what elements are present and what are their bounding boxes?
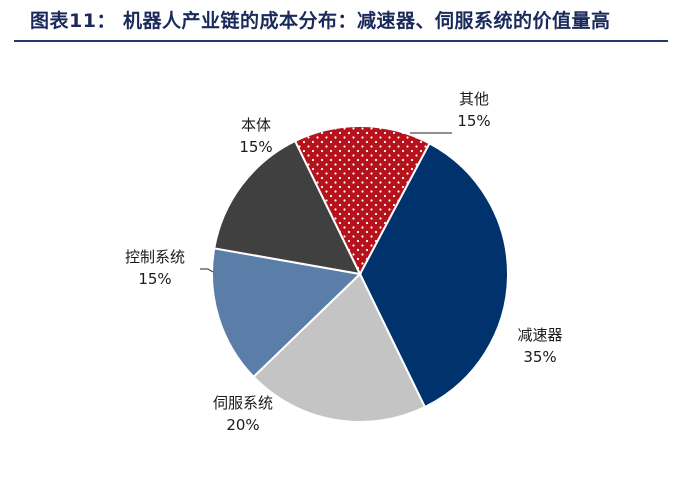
- pie-slice-1: [358, 141, 509, 409]
- slice-name-label: 减速器: [517, 326, 562, 344]
- pie-slice-3: [211, 247, 363, 379]
- slice-name-label: 其他: [459, 90, 489, 108]
- chart-title: 图表11： 机器人产业链的成本分布：减速器、伺服系统的价值量高: [30, 10, 611, 32]
- slice-name-label: 伺服系统: [213, 394, 273, 412]
- slice-name-label: 控制系统: [125, 248, 185, 266]
- slice-value-label: 35%: [523, 348, 556, 366]
- pie-slice-4: [213, 139, 362, 276]
- slice-value-label: 15%: [457, 112, 490, 130]
- leader-line: [200, 268, 214, 273]
- pie-slice-2: [252, 272, 427, 423]
- slice-name-label: 本体: [241, 116, 271, 134]
- slice-value-label: 20%: [226, 416, 259, 434]
- slice-value-label: 15%: [138, 270, 171, 288]
- title-divider: [14, 40, 668, 42]
- pie-slice-5: [293, 125, 431, 277]
- slice-value-label: 15%: [239, 138, 272, 156]
